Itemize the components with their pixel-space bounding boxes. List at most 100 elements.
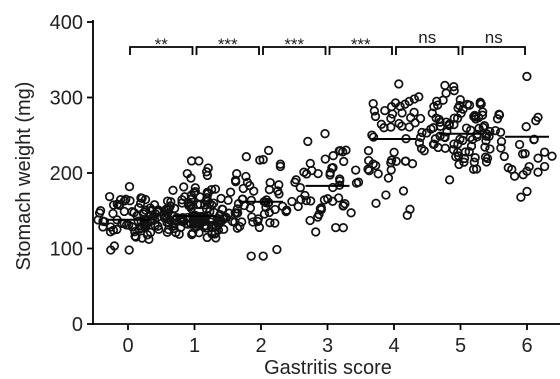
data-point <box>373 169 383 179</box>
data-point <box>389 147 399 157</box>
data-point <box>181 218 191 229</box>
data-point <box>144 234 154 244</box>
data-point <box>479 121 490 131</box>
data-point <box>190 186 200 197</box>
data-point <box>469 111 479 122</box>
data-point <box>398 186 409 196</box>
data-point <box>490 125 501 136</box>
data-point <box>467 134 478 145</box>
data-point <box>131 232 141 242</box>
x-tick-label: 3 <box>322 335 333 357</box>
data-point <box>258 251 268 261</box>
data-point <box>323 194 333 204</box>
data-point <box>442 127 452 137</box>
data-point <box>328 196 338 206</box>
data-point <box>163 224 174 235</box>
data-point <box>149 215 160 225</box>
data-point <box>245 203 256 213</box>
data-point <box>166 197 176 207</box>
data-point <box>150 220 160 231</box>
data-point <box>237 194 248 204</box>
data-point <box>440 80 450 91</box>
data-point <box>169 203 180 214</box>
data-point <box>394 118 404 129</box>
data-point <box>162 208 173 219</box>
data-point <box>121 220 132 230</box>
data-point <box>466 141 477 151</box>
data-point <box>190 183 200 193</box>
data-point <box>455 95 465 105</box>
data-point <box>522 71 532 82</box>
data-point <box>186 173 196 183</box>
data-point <box>369 106 380 116</box>
data-point <box>274 180 284 190</box>
data-point <box>417 127 427 138</box>
data-point <box>265 177 275 188</box>
data-point <box>461 123 472 133</box>
data-point <box>255 155 265 165</box>
data-point <box>109 241 120 251</box>
significance-bracket <box>328 46 393 55</box>
data-point <box>468 164 479 174</box>
x-tick-label: 0 <box>122 335 133 357</box>
data-point <box>351 165 361 175</box>
y-tick-label: 300 <box>50 88 83 110</box>
significance-bracket <box>262 46 327 55</box>
data-point <box>383 173 394 183</box>
data-point <box>270 204 280 215</box>
data-point <box>338 201 348 211</box>
data-point <box>524 161 534 172</box>
data-point <box>435 121 446 131</box>
data-point <box>108 225 119 235</box>
significance-label: *** <box>351 35 371 54</box>
data-point <box>459 157 469 167</box>
data-point <box>200 200 210 210</box>
data-point <box>195 192 205 202</box>
data-point <box>449 139 459 149</box>
data-point <box>135 198 146 208</box>
data-point <box>296 194 306 205</box>
x-tick-label: 6 <box>521 335 532 357</box>
data-point <box>254 222 265 233</box>
x-tick-label: 5 <box>455 335 466 357</box>
data-point <box>499 151 509 162</box>
data-point <box>225 187 236 197</box>
data-point <box>363 164 373 174</box>
data-point <box>99 216 110 227</box>
x-tick-label: 4 <box>388 335 399 357</box>
data-point <box>416 143 427 154</box>
data-point <box>287 196 297 207</box>
data-point <box>261 202 271 213</box>
data-point <box>380 105 390 116</box>
data-point <box>238 183 248 194</box>
data-point <box>539 147 550 157</box>
data-point <box>180 192 190 202</box>
significance-bracket <box>129 46 194 55</box>
data-point <box>203 163 213 173</box>
data-point <box>464 147 474 157</box>
data-point <box>521 122 531 132</box>
data-point <box>339 156 349 167</box>
data-point <box>432 100 443 110</box>
data-point <box>265 218 275 228</box>
data-point <box>303 136 313 147</box>
y-tick-label: 100 <box>50 239 83 261</box>
axes: 0 100 200 300 400 0 1 2 3 4 5 6 <box>50 12 560 357</box>
data-point <box>376 119 387 129</box>
data-point <box>400 99 410 109</box>
data-point <box>290 177 300 187</box>
data-point <box>480 142 490 152</box>
data-point <box>426 124 436 134</box>
data-point <box>449 113 459 123</box>
data-point <box>281 206 291 217</box>
data-point <box>386 113 396 124</box>
data-point <box>210 184 221 194</box>
data-point <box>273 186 283 196</box>
data-point <box>474 123 484 133</box>
data-point <box>247 212 257 222</box>
data-point <box>452 113 463 123</box>
significance-bracket <box>395 46 460 55</box>
data-point <box>316 205 326 215</box>
